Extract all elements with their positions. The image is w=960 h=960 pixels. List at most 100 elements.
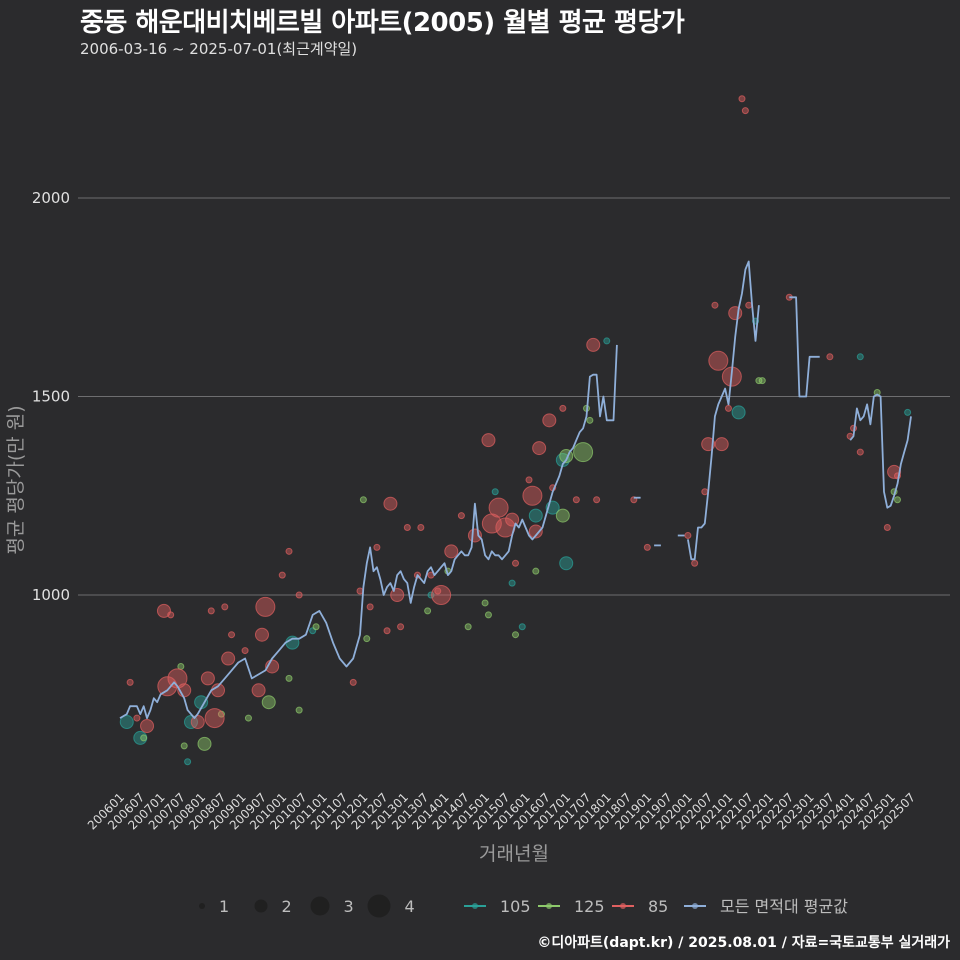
x-tick-labels: 2006012006072007012007072008012008072009… (85, 790, 918, 832)
size-legend-marker (310, 896, 330, 916)
point-125 (244, 714, 252, 722)
point-125 (180, 742, 188, 750)
series-legend-marker (546, 903, 552, 909)
point-85 (883, 524, 891, 532)
chart-title: 중동 해운대비치베르빌 아파트(2005) 월별 평균 평당가 (80, 8, 685, 38)
y-tick-labels: 1000 1500 2000 (32, 189, 70, 604)
point-105 (518, 623, 526, 631)
point-85 (457, 512, 465, 520)
point-85 (593, 496, 601, 504)
size-legend-label: 3 (344, 897, 354, 916)
point-85 (221, 651, 236, 666)
point-105 (559, 556, 574, 571)
point-105 (856, 353, 864, 361)
point-85 (366, 603, 374, 611)
point-85 (522, 485, 543, 506)
point-125 (481, 599, 489, 607)
point-125 (295, 706, 303, 714)
point-85 (856, 448, 864, 456)
point-85 (349, 678, 357, 686)
point-125 (586, 416, 594, 424)
point-85 (397, 623, 405, 631)
point-125 (285, 674, 293, 682)
point-85 (525, 476, 533, 484)
point-85 (684, 531, 692, 539)
point-85 (417, 524, 425, 532)
point-125 (464, 623, 472, 631)
size-legend-marker (254, 899, 268, 913)
point-85 (204, 708, 225, 729)
size-legend: 1 2 3 4 (199, 894, 415, 918)
point-85 (643, 543, 651, 551)
point-85 (133, 714, 141, 722)
point-125 (555, 508, 570, 523)
y-tick-label: 2000 (32, 189, 70, 207)
size-legend-label: 1 (219, 897, 229, 916)
point-105 (528, 508, 543, 523)
point-85 (254, 627, 269, 642)
legend: 1 2 3 4 105 125 85 모든 면적대 평균값 (199, 894, 848, 918)
average-line-segment (849, 393, 912, 509)
credit-footer: ©디아파트(dapt.kr) / 2025.08.01 / 자료=국토교통부 실… (537, 935, 950, 951)
point-85 (528, 524, 543, 539)
point-85 (241, 647, 249, 655)
point-85 (373, 543, 381, 551)
point-85 (728, 306, 743, 321)
point-125 (261, 695, 276, 710)
point-85 (572, 496, 580, 504)
point-85 (708, 350, 729, 371)
point-105 (731, 405, 746, 420)
point-85 (467, 528, 482, 543)
point-85 (738, 95, 746, 103)
series-legend-label: 모든 면적대 평균값 (720, 897, 848, 916)
series-legend-label: 125 (574, 897, 605, 916)
point-85 (295, 591, 303, 599)
y-tick-label: 1000 (32, 586, 70, 604)
point-105 (904, 408, 912, 416)
point-85 (126, 678, 134, 686)
point-85 (383, 496, 398, 511)
point-125 (197, 736, 212, 751)
point-85 (488, 497, 509, 518)
point-105 (603, 337, 611, 345)
point-85 (221, 603, 229, 611)
point-85 (434, 587, 442, 595)
point-125 (312, 623, 320, 631)
point-105 (184, 758, 192, 766)
point-85 (532, 441, 547, 456)
point-85 (228, 631, 236, 639)
size-legend-marker (367, 894, 391, 918)
gridlines (78, 197, 950, 596)
point-85 (255, 596, 276, 617)
size-legend-marker (199, 903, 205, 909)
series-legend-marker (692, 903, 698, 909)
point-85 (826, 353, 834, 361)
point-125 (758, 377, 766, 385)
point-125 (893, 496, 901, 504)
point-85 (140, 719, 155, 734)
series-legend-label: 105 (500, 897, 531, 916)
series-legend-marker (620, 903, 626, 909)
average-line-segment (789, 296, 820, 398)
point-125 (573, 442, 594, 463)
point-85 (512, 559, 519, 567)
point-125 (484, 611, 492, 619)
point-125 (532, 567, 540, 575)
scatter-points (119, 95, 912, 766)
point-125 (359, 496, 367, 504)
point-105 (508, 579, 516, 587)
average-line (119, 260, 912, 719)
point-85 (691, 559, 699, 567)
point-85 (559, 404, 567, 412)
point-105 (491, 488, 499, 496)
x-axis-label: 거래년월 (479, 843, 549, 865)
point-85 (156, 603, 171, 618)
point-105 (427, 591, 435, 599)
point-85 (278, 571, 286, 579)
point-85 (741, 107, 749, 115)
average-line-segment (119, 344, 618, 719)
series-legend-marker (472, 903, 478, 909)
point-125 (140, 734, 148, 742)
y-axis-label: 평균 평당가(만 원) (5, 405, 27, 554)
point-85 (745, 301, 753, 309)
